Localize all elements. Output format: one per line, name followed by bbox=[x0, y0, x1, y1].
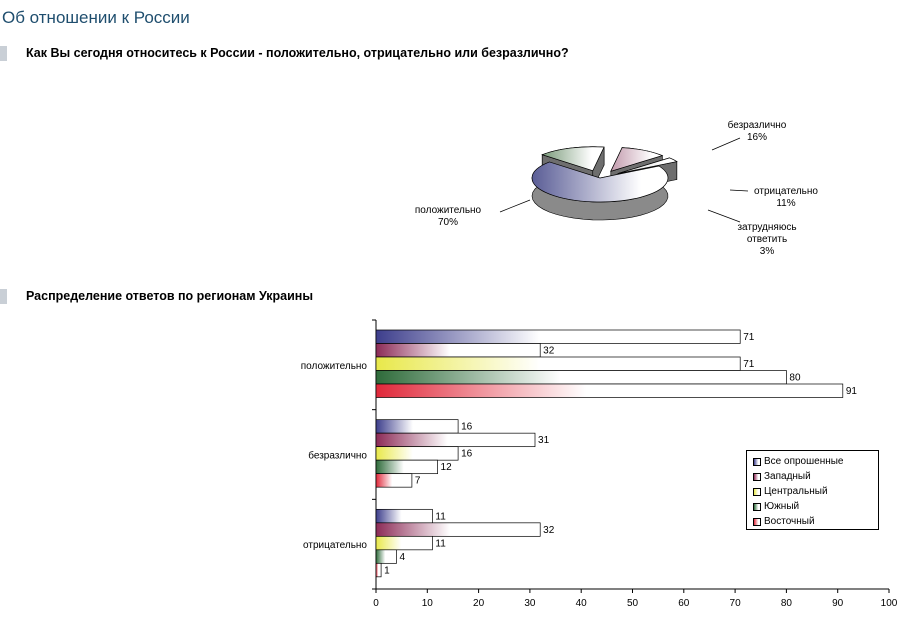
pie-slice bbox=[610, 147, 664, 172]
legend-item: Южный bbox=[753, 499, 878, 514]
legend-item: Западный bbox=[753, 469, 878, 484]
pie-label: ответить bbox=[747, 234, 787, 245]
pie-leader-line bbox=[707, 209, 741, 223]
pie-slice bbox=[531, 161, 669, 203]
x-tick-label: 10 bbox=[422, 598, 434, 609]
pie-slice bbox=[617, 157, 678, 174]
bar-value-label: 11 bbox=[435, 538, 446, 549]
legend-swatch bbox=[753, 473, 761, 481]
legend-item: Центральный bbox=[753, 484, 878, 499]
category-label: отрицательно bbox=[303, 540, 367, 551]
legend-swatch bbox=[753, 518, 761, 526]
pie-slice bbox=[541, 146, 605, 172]
bar bbox=[375, 329, 741, 344]
chart-legend: Все опрошенные Западный Центральный Южный Во… bbox=[746, 450, 879, 530]
pie-percent-label: 11% bbox=[776, 198, 795, 209]
x-tick-label: 0 bbox=[373, 598, 379, 609]
pie-label: безразлично bbox=[728, 119, 787, 131]
bar bbox=[375, 419, 459, 434]
x-tick-label: 100 bbox=[881, 598, 898, 609]
pie-percent-label: 3% bbox=[760, 246, 775, 257]
bar bbox=[375, 383, 844, 398]
legend-label: Южный bbox=[764, 501, 800, 512]
bar-value-label: 7 bbox=[415, 476, 421, 487]
pie-label: отрицательно bbox=[754, 186, 818, 197]
x-tick-label: 80 bbox=[781, 598, 793, 609]
bar-chart: 0 10 20 30 40 50 60 70 80 90 100положительно713271… bbox=[301, 319, 898, 609]
bar-value-label: 91 bbox=[846, 386, 858, 397]
bar-value-label: 31 bbox=[538, 435, 550, 446]
pie-leader-line bbox=[729, 189, 749, 192]
bar bbox=[375, 522, 541, 537]
bar bbox=[375, 370, 787, 385]
x-tick-label: 90 bbox=[832, 598, 844, 609]
legend-item: Восточный bbox=[753, 514, 878, 529]
pie-leader-line bbox=[711, 137, 741, 151]
bar-value-label: 80 bbox=[789, 373, 801, 384]
bar bbox=[375, 446, 459, 461]
bar-value-label: 32 bbox=[543, 346, 555, 357]
bar bbox=[375, 432, 536, 448]
legend-swatch bbox=[753, 488, 761, 496]
x-tick-label: 30 bbox=[524, 598, 536, 609]
category-label: безразлично bbox=[308, 450, 367, 462]
x-tick-label: 60 bbox=[678, 598, 690, 609]
legend-swatch bbox=[753, 503, 761, 511]
bar-value-label: 1 bbox=[384, 565, 390, 576]
legend-label: Центральный bbox=[764, 486, 828, 497]
bar bbox=[375, 473, 413, 488]
bar-value-label: 16 bbox=[461, 422, 473, 433]
pie-label: затрудняюсь bbox=[737, 222, 796, 233]
bar-value-label: 71 bbox=[743, 359, 755, 370]
legend-item: Все опрошенные bbox=[753, 454, 878, 469]
bar-value-label: 11 bbox=[435, 511, 446, 522]
pie-label: положительно bbox=[415, 205, 482, 216]
legend-swatch bbox=[753, 458, 761, 466]
bar-value-label: 71 bbox=[743, 332, 755, 343]
x-tick-label: 40 bbox=[576, 598, 588, 609]
bar-value-label: 4 bbox=[400, 552, 406, 563]
legend-label: Западный bbox=[764, 471, 811, 482]
pie-leader-line bbox=[499, 199, 531, 213]
legend-label: Все опрошенные bbox=[764, 456, 844, 467]
page-title: Об отношении к России bbox=[2, 8, 190, 27]
x-tick-label: 20 bbox=[473, 598, 485, 609]
bar bbox=[375, 356, 741, 371]
pie-percent-label: 70% bbox=[438, 217, 458, 228]
bar bbox=[375, 549, 397, 564]
bar bbox=[375, 459, 438, 475]
pie-percent-label: 16% bbox=[747, 132, 767, 143]
question-text: Как Вы сегодня относитесь к России - пол… bbox=[26, 46, 569, 60]
category-label: положительно bbox=[301, 361, 368, 372]
x-tick-label: 70 bbox=[730, 598, 742, 609]
x-tick-label: 50 bbox=[627, 598, 639, 609]
bar bbox=[375, 562, 382, 578]
question-text: Распределение ответов по регионам Украин… bbox=[26, 289, 314, 303]
legend-label: Восточный bbox=[764, 516, 815, 527]
bar-value-label: 32 bbox=[543, 525, 555, 536]
bar-value-label: 16 bbox=[461, 449, 473, 460]
bar-value-label: 12 bbox=[441, 462, 453, 473]
bar bbox=[375, 508, 433, 524]
bar bbox=[375, 535, 433, 551]
heading-marker bbox=[0, 46, 7, 61]
heading-marker bbox=[0, 289, 7, 304]
bar bbox=[375, 343, 541, 358]
